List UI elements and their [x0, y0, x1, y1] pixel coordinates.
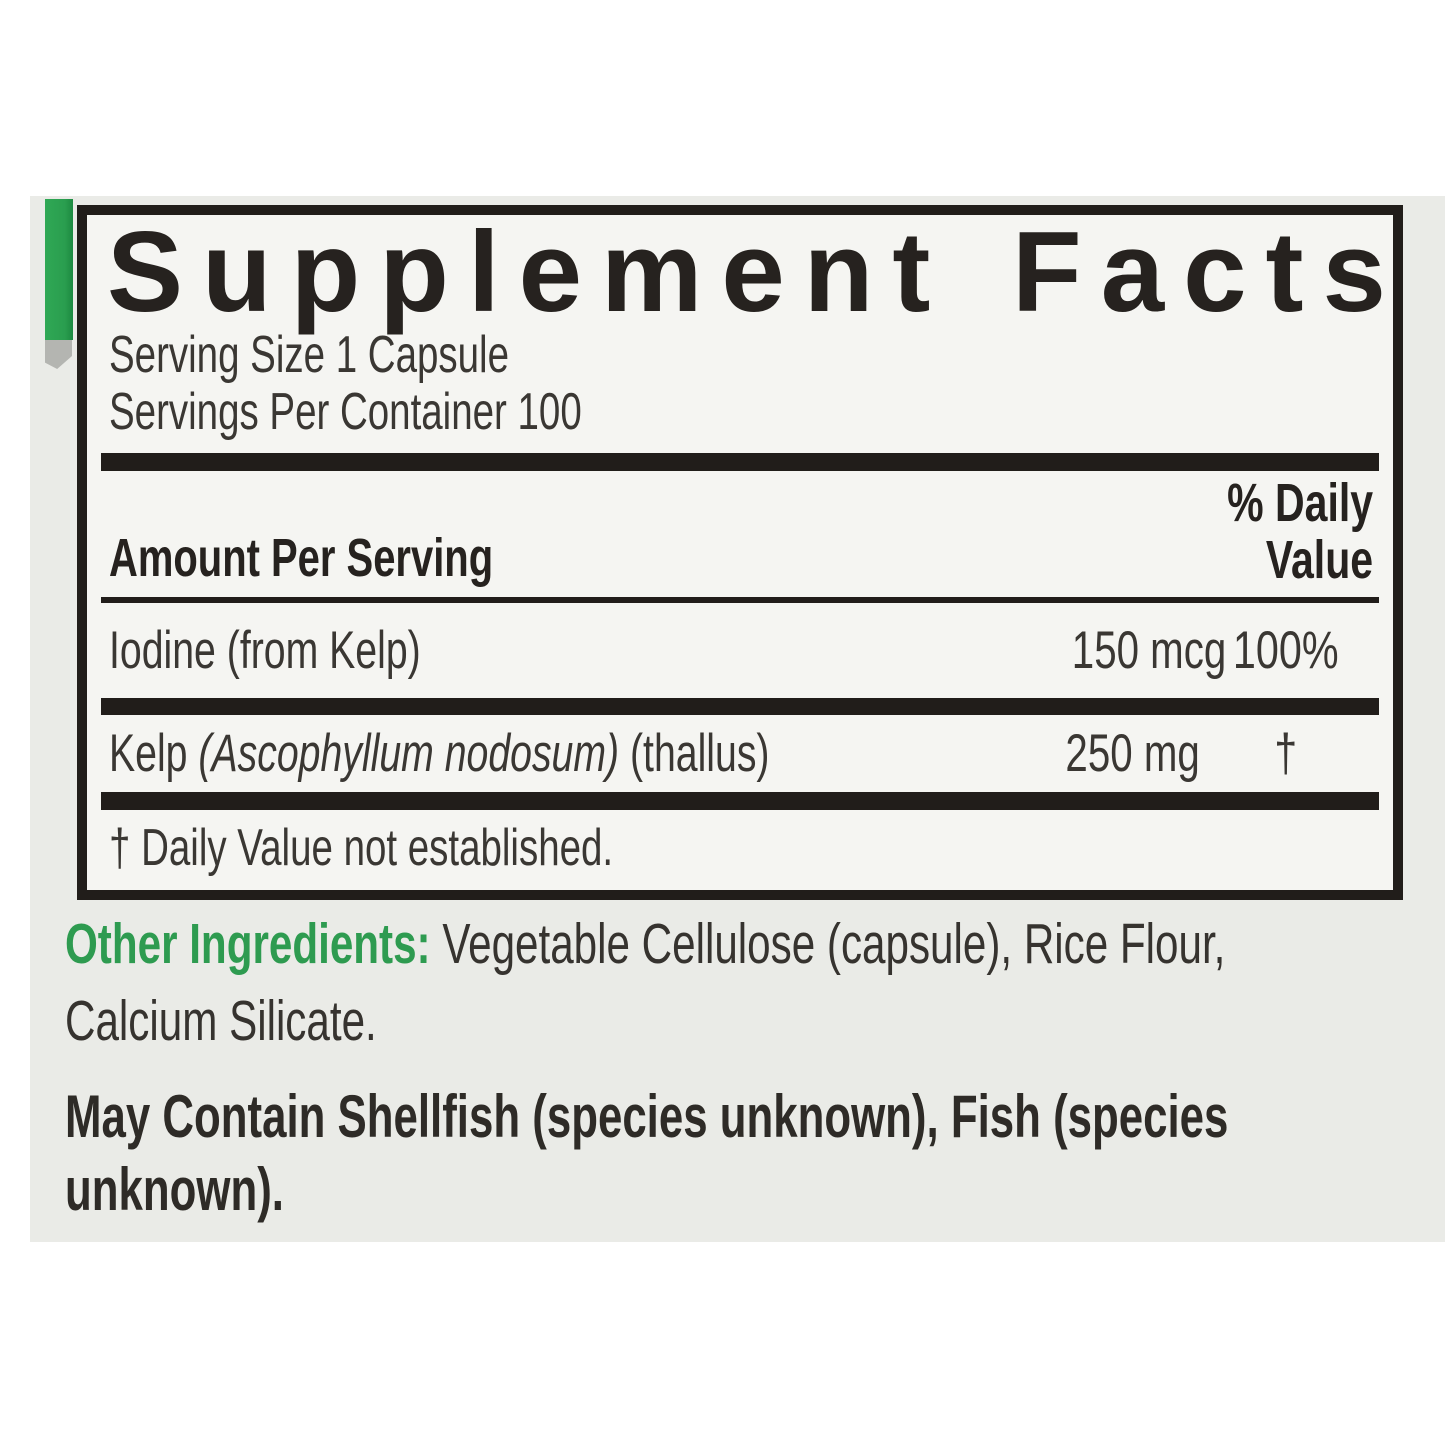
thick-divider-top	[101, 453, 1379, 472]
amount-per-serving-header: Amount Per Serving	[109, 528, 494, 589]
servings-per-container-text: Servings Per Container 100	[109, 383, 582, 442]
nutrient-name: Kelp (Ascophyllum nodosum) (thallus)	[109, 724, 770, 784]
nutrient-daily-value: †	[1273, 724, 1297, 784]
daily-value-footnote: † Daily Value not established.	[109, 819, 614, 878]
nutrient-daily-value: 100%	[1232, 621, 1339, 681]
serving-size-line: Serving Size 1 Capsule	[109, 327, 1379, 384]
nutrient-row-kelp: Kelp (Ascophyllum nodosum) (thallus) 250…	[101, 715, 1379, 792]
supplement-facts-title: Supplement Facts	[107, 209, 1403, 336]
facts-header-row: Amount Per Serving % Daily Value	[101, 471, 1379, 597]
nutrient-amount: 250 mg	[1065, 724, 1200, 784]
nutrient-name: Iodine (from Kelp)	[109, 621, 421, 681]
daily-value-header-line1: % Daily	[1227, 473, 1373, 534]
thin-divider-under-header	[101, 597, 1379, 604]
daily-value-header: % Daily Value	[1181, 475, 1373, 589]
nutrient-row-iodine: Iodine (from Kelp) 150 mcg 100%	[101, 603, 1379, 698]
label-edge-green-stripe	[45, 199, 73, 340]
nutrient-amount: 150 mcg	[1071, 621, 1227, 681]
supplement-facts-panel: Supplement Facts Serving Size 1 Capsule …	[77, 205, 1403, 900]
other-ingredients-section: Other Ingredients: Vegetable Cellulose (…	[65, 906, 1440, 1060]
serving-size-text: Serving Size 1 Capsule	[109, 326, 509, 385]
other-ingredients-line1: Other Ingredients: Vegetable Cellulose (…	[65, 912, 1226, 976]
allergen-statement-section: May Contain Shellfish (species unknown),…	[65, 1080, 1440, 1226]
divider-between-rows	[101, 698, 1379, 716]
divider-above-footnote	[101, 792, 1379, 811]
allergen-line2: unknown).	[65, 1156, 284, 1223]
servings-per-container-line: Servings Per Container 100	[109, 384, 1379, 441]
allergen-line1: May Contain Shellfish (species unknown),…	[65, 1083, 1229, 1150]
other-ingredients-label: Other Ingredients:	[65, 912, 431, 976]
daily-value-header-line2: Value	[1265, 530, 1373, 591]
other-ingredients-line2: Calcium Silicate.	[65, 989, 377, 1053]
